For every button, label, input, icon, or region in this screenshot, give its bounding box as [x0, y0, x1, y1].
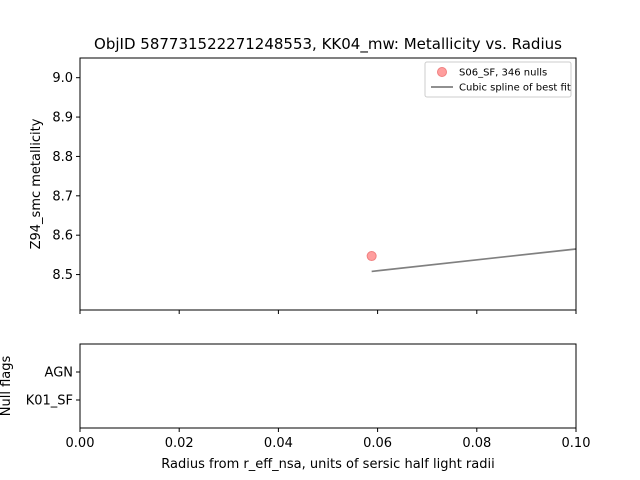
top-y-tick-label: 8.8 [52, 150, 73, 165]
top-y-tick-label: 9.0 [52, 71, 73, 86]
metallicity-data-point [366, 251, 377, 262]
metallicity-panel: ObjID 587731522271248553, KK04_mw: Metal… [29, 35, 577, 314]
top-plot-frame [79, 57, 577, 311]
legend: S06_SF, 346 nulls Cubic spline of best f… [424, 61, 572, 98]
bottom-x-tick-label: 0.02 [165, 436, 194, 451]
bottom-x-tick-label: 0.06 [363, 436, 392, 451]
bottom-x-tick-label: 0.04 [264, 436, 293, 451]
x-axis-label: Radius from r_eff_nsa, units of sersic h… [161, 457, 494, 472]
legend-label-scatter: S06_SF, 346 nulls [459, 68, 547, 79]
top-y-ticks: 8.5 8.6 8.7 8.8 8.9 9.0 [52, 71, 80, 283]
bottom-x-tick-label: 0.10 [562, 436, 591, 451]
null-flag-category-label: AGN [45, 366, 73, 381]
bottom-y-ticks: AGN K01_SF [26, 366, 80, 409]
top-y-axis-label: Z94_smc metallicity [29, 118, 44, 249]
legend-marker-scatter [437, 67, 447, 77]
top-y-tick-label: 8.9 [52, 111, 73, 126]
bottom-x-tick-label: 0.08 [462, 436, 491, 451]
bottom-plot-frame [79, 343, 577, 429]
legend-label-line: Cubic spline of best fit [459, 83, 571, 94]
bottom-y-axis-label: Null flags [0, 356, 14, 417]
top-y-tick-label: 8.6 [52, 229, 73, 244]
top-y-tick-label: 8.5 [52, 268, 73, 283]
top-y-tick-label: 8.7 [52, 189, 73, 204]
spline-fit-line [371, 248, 577, 273]
legend-box [424, 61, 572, 98]
top-series-layer [366, 248, 577, 273]
null-flag-category-label: K01_SF [26, 394, 73, 409]
top-x-ticks [79, 310, 577, 314]
bottom-x-ticks: 0.00 0.02 0.04 0.06 0.08 0.10 [66, 428, 591, 451]
bottom-x-tick-label: 0.00 [66, 436, 95, 451]
chart-title: ObjID 587731522271248553, KK04_mw: Metal… [94, 35, 562, 54]
